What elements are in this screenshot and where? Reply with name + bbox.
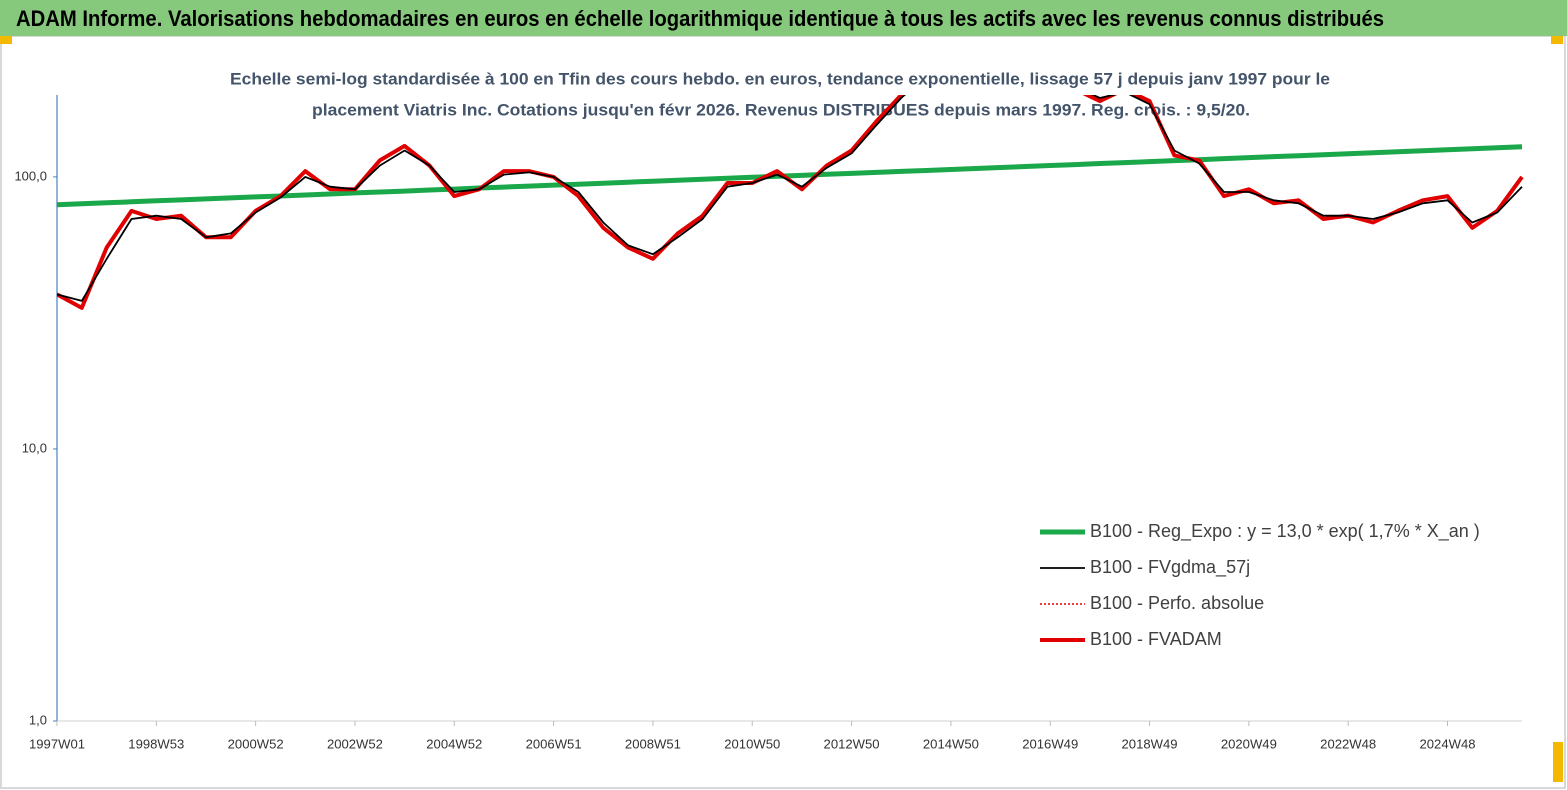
series-line xyxy=(57,144,1523,208)
plot-area xyxy=(57,95,1524,310)
x-tick-label: 2008W51 xyxy=(625,736,681,751)
legend-label: B100 - FVgdma_57j xyxy=(1090,557,1250,578)
corner xyxy=(1551,36,1563,44)
x-tick-label: 2012W50 xyxy=(824,736,880,751)
chart-title: ADAM Informe. Valorisations hebdomadaire… xyxy=(16,6,1384,31)
corner xyxy=(0,36,12,44)
x-tick-label: 2006W51 xyxy=(526,736,582,751)
frame xyxy=(0,35,1566,789)
legend-label: B100 - Reg_Expo : y = 13,0 * exp( 1,7% *… xyxy=(1090,521,1480,542)
corner xyxy=(1553,742,1563,782)
x-tick-label: 2010W50 xyxy=(724,736,780,751)
subtitle: Echelle semi-log standardisée à 100 en T… xyxy=(230,69,1330,88)
x-tick-label: 2000W52 xyxy=(228,736,284,751)
y-tick-label: 100,0 xyxy=(14,168,47,183)
title-bar xyxy=(0,0,1567,36)
y-tick-label: 1,0 xyxy=(29,712,47,727)
series-line xyxy=(57,95,1523,302)
legend-label: B100 - FVADAM xyxy=(1090,629,1222,649)
x-tick-label: 1998W53 xyxy=(128,736,184,751)
legend-label: B100 - Perfo. absolue xyxy=(1090,593,1264,613)
x-tick-label: 2024W48 xyxy=(1420,736,1476,751)
y-tick-label: 10,0 xyxy=(22,440,47,455)
x-tick-label: 2022W48 xyxy=(1320,736,1376,751)
x-tick-label: 2020W49 xyxy=(1221,736,1277,751)
x-tick-label: 2004W52 xyxy=(426,736,482,751)
subtitle: placement Viatris Inc. Cotations jusqu'e… xyxy=(312,100,1250,119)
x-tick-label: 2016W49 xyxy=(1022,736,1078,751)
x-tick-label: 2002W52 xyxy=(327,736,383,751)
x-tick-label: 2014W50 xyxy=(923,736,979,751)
x-tick-label: 1997W01 xyxy=(29,736,85,751)
x-tick-label: 2018W49 xyxy=(1122,736,1178,751)
